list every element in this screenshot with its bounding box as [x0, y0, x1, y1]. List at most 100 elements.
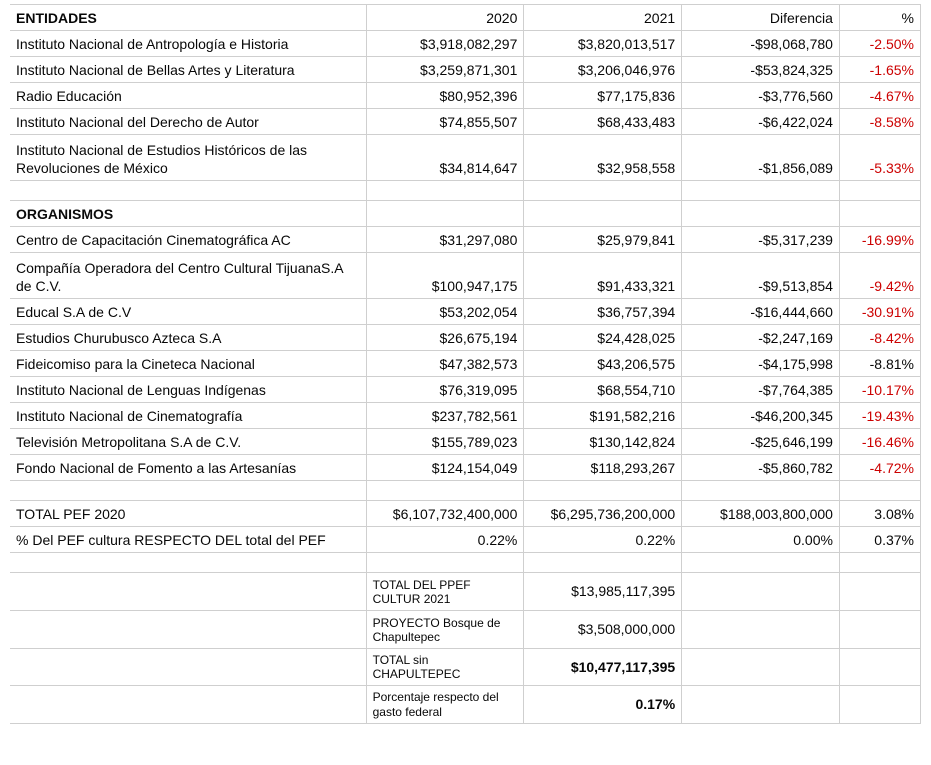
empty-cell — [524, 201, 682, 227]
section-header: ORGANISMOS — [10, 201, 366, 227]
spacer-row — [10, 481, 921, 501]
entity-name: Instituto Nacional de Cinematografía — [10, 403, 366, 429]
cell-2020: $100,947,175 — [366, 253, 524, 299]
budget-table: ENTIDADES20202021Diferencia%Instituto Na… — [10, 4, 921, 724]
summary-label: Porcentaje respecto del gasto federal — [366, 685, 524, 723]
table-row: Instituto Nacional de Estudios Histórico… — [10, 135, 921, 181]
cell-diff: -$6,422,024 — [682, 109, 840, 135]
entity-name: Estudios Churubusco Azteca S.A — [10, 325, 366, 351]
empty-cell — [10, 181, 366, 201]
empty-cell — [524, 181, 682, 201]
cell-diff: -$53,824,325 — [682, 57, 840, 83]
cell-2020: $3,918,082,297 — [366, 31, 524, 57]
table-row: Instituto Nacional de Cinematografía$237… — [10, 403, 921, 429]
cell-pct: -16.99% — [839, 227, 920, 253]
cell-pct: -2.50% — [839, 31, 920, 57]
cell-pct: -19.43% — [839, 403, 920, 429]
cell-2020: $6,107,732,400,000 — [366, 501, 524, 527]
empty-cell — [839, 181, 920, 201]
summary-row: TOTAL sin CHAPULTEPEC$10,477,117,395 — [10, 649, 921, 686]
summary-label: PROYECTO Bosque de Chapultepec — [366, 611, 524, 649]
cell-2020: $31,297,080 — [366, 227, 524, 253]
entity-name: Centro de Capacitación Cinematográfica A… — [10, 227, 366, 253]
cell-diff: -$1,856,089 — [682, 135, 840, 181]
empty-cell — [839, 649, 920, 686]
col-header-2021: 2021 — [524, 5, 682, 31]
empty-cell — [839, 685, 920, 723]
empty-cell — [10, 611, 366, 649]
summary-value: $10,477,117,395 — [524, 649, 682, 686]
cell-diff: -$7,764,385 — [682, 377, 840, 403]
cell-pct: -10.17% — [839, 377, 920, 403]
cell-pct: -4.67% — [839, 83, 920, 109]
table-row: Estudios Churubusco Azteca S.A$26,675,19… — [10, 325, 921, 351]
cell-pct: -8.81% — [839, 351, 920, 377]
cell-2021: $32,958,558 — [524, 135, 682, 181]
cell-2021: $130,142,824 — [524, 429, 682, 455]
entity-name: Instituto Nacional de Estudios Histórico… — [10, 135, 366, 181]
entity-name: Radio Educación — [10, 83, 366, 109]
table-row: Educal S.A de C.V$53,202,054$36,757,394-… — [10, 299, 921, 325]
header-row: ENTIDADES20202021Diferencia% — [10, 5, 921, 31]
cell-2021: $25,979,841 — [524, 227, 682, 253]
empty-cell — [10, 649, 366, 686]
cell-2021: $24,428,025 — [524, 325, 682, 351]
cell-2020: $53,202,054 — [366, 299, 524, 325]
entity-name: Educal S.A de C.V — [10, 299, 366, 325]
empty-cell — [366, 553, 524, 573]
cell-pct: -4.72% — [839, 455, 920, 481]
col-header-2020: 2020 — [366, 5, 524, 31]
table-row: Fideicomiso para la Cineteca Nacional$47… — [10, 351, 921, 377]
cell-2021: $91,433,321 — [524, 253, 682, 299]
cell-diff: 0.00% — [682, 527, 840, 553]
entity-name: Instituto Nacional de Antropología e His… — [10, 31, 366, 57]
cell-2021: $3,206,046,976 — [524, 57, 682, 83]
cell-2021: $68,433,483 — [524, 109, 682, 135]
cell-2021: $3,820,013,517 — [524, 31, 682, 57]
empty-cell — [10, 481, 366, 501]
empty-cell — [839, 201, 920, 227]
empty-cell — [10, 553, 366, 573]
cell-pct: -30.91% — [839, 299, 920, 325]
summary-row: Porcentaje respecto del gasto federal0.1… — [10, 685, 921, 723]
cell-pct: -9.42% — [839, 253, 920, 299]
cell-diff: -$98,068,780 — [682, 31, 840, 57]
total-label: % Del PEF cultura RESPECTO DEL total del… — [10, 527, 366, 553]
cell-diff: -$2,247,169 — [682, 325, 840, 351]
cell-2020: $3,259,871,301 — [366, 57, 524, 83]
empty-cell — [366, 481, 524, 501]
empty-cell — [10, 573, 366, 611]
cell-2021: $43,206,575 — [524, 351, 682, 377]
cell-2020: $34,814,647 — [366, 135, 524, 181]
empty-cell — [682, 553, 840, 573]
cell-2020: $26,675,194 — [366, 325, 524, 351]
spacer-row — [10, 553, 921, 573]
table-row: Instituto Nacional de Bellas Artes y Lit… — [10, 57, 921, 83]
cell-2021: 0.22% — [524, 527, 682, 553]
empty-cell — [682, 201, 840, 227]
cell-2020: $124,154,049 — [366, 455, 524, 481]
table-row: Compañía Operadora del Centro Cultural T… — [10, 253, 921, 299]
summary-value: 0.17% — [524, 685, 682, 723]
cell-diff: -$5,317,239 — [682, 227, 840, 253]
empty-cell — [682, 573, 840, 611]
table-row: Radio Educación$80,952,396$77,175,836-$3… — [10, 83, 921, 109]
table-row: Fondo Nacional de Fomento a las Artesaní… — [10, 455, 921, 481]
empty-cell — [839, 611, 920, 649]
cell-pct: 0.37% — [839, 527, 920, 553]
empty-cell — [682, 181, 840, 201]
cell-2020: $47,382,573 — [366, 351, 524, 377]
cell-2021: $6,295,736,200,000 — [524, 501, 682, 527]
col-header-pct: % — [839, 5, 920, 31]
summary-value: $13,985,117,395 — [524, 573, 682, 611]
col-header-entidades: ENTIDADES — [10, 5, 366, 31]
empty-cell — [524, 553, 682, 573]
cell-2020: $76,319,095 — [366, 377, 524, 403]
cell-2020: $237,782,561 — [366, 403, 524, 429]
table-row: Centro de Capacitación Cinematográfica A… — [10, 227, 921, 253]
total-row: % Del PEF cultura RESPECTO DEL total del… — [10, 527, 921, 553]
cell-diff: -$4,175,998 — [682, 351, 840, 377]
cell-pct: 3.08% — [839, 501, 920, 527]
table-row: Instituto Nacional de Lenguas Indígenas$… — [10, 377, 921, 403]
cell-2021: $191,582,216 — [524, 403, 682, 429]
